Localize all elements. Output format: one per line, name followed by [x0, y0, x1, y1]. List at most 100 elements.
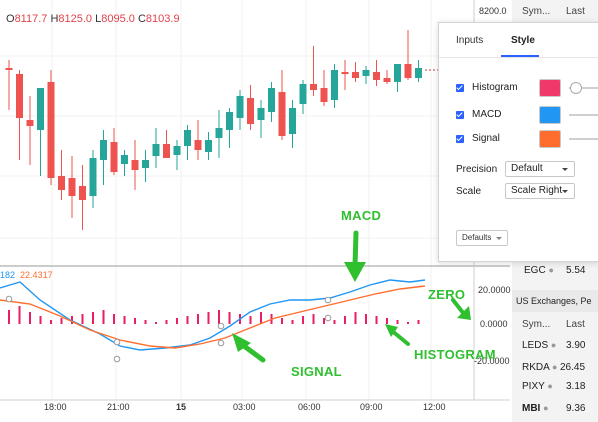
candle-body [415, 68, 422, 78]
candle-body [299, 84, 307, 104]
watchlist-header2-symbol[interactable]: Sym... [522, 319, 551, 330]
candle-body [383, 78, 391, 82]
chevron-down-icon [562, 190, 568, 193]
candle-body [362, 70, 370, 76]
watchlist-section-header [512, 290, 598, 312]
candle-body [289, 108, 296, 134]
macd-checkbox[interactable] [456, 111, 464, 119]
histogram-opacity-slider[interactable] [569, 87, 598, 89]
price-axis-label: 8200.0 [479, 6, 507, 16]
cross-marker [217, 339, 225, 347]
candle-body [110, 142, 118, 172]
watchlist-last: 9.36 [566, 403, 586, 414]
indicator-axis-label: 0.0000 [480, 319, 508, 329]
watchlist-row[interactable]: EGC ● [524, 265, 554, 276]
histogram-checkbox[interactable] [456, 84, 464, 92]
time-axis-label: 09:00 [360, 402, 383, 412]
histogram-label: Histogram [472, 82, 518, 93]
candle-body [163, 144, 170, 158]
time-axis-label: 03:00 [233, 402, 256, 412]
macd-color-swatch[interactable] [539, 106, 561, 124]
candle-body [257, 108, 265, 120]
signal-color-swatch[interactable] [539, 130, 561, 148]
histogram-slider-knob[interactable] [570, 82, 582, 94]
cross-markers [5, 295, 332, 363]
candle-body [215, 128, 223, 138]
open-key: O [6, 13, 15, 25]
candle-body [173, 146, 181, 155]
watchlist-row[interactable]: PIXY ● [522, 381, 553, 392]
watchlist-header-symbol[interactable]: Sym... [522, 6, 551, 17]
watchlist-symbol: LEDS [522, 340, 549, 351]
candle-body [37, 88, 44, 130]
precision-select[interactable]: Default [505, 161, 575, 177]
candle-body [79, 186, 86, 200]
candle-body [89, 158, 97, 196]
chevron-down-icon [496, 237, 502, 240]
signal-line [0, 285, 426, 349]
macd-width-slider[interactable] [569, 114, 598, 116]
time-axis-label: 12:00 [423, 402, 446, 412]
histogram-series [8, 306, 420, 324]
watchlist-section-title[interactable]: US Exchanges, Pe [516, 296, 592, 306]
macd-label: MACD [472, 109, 502, 120]
indicator-settings-dialog: Inputs Style Histogram MACD Signal Preci… [438, 22, 598, 262]
signal-annotation: SIGNAL [291, 364, 342, 379]
histogram-color-swatch[interactable] [539, 79, 561, 97]
signal-legend-value: 22.4317 [20, 270, 53, 280]
low-value: 8095.0 [101, 13, 135, 25]
close-value: 8103.9 [145, 13, 180, 25]
close-key: C [137, 13, 146, 25]
watchlist-symbol: PIXY [522, 381, 545, 392]
watchlist-last: 3.18 [566, 381, 586, 392]
signal-checkbox[interactable] [456, 135, 464, 143]
chevron-down-icon [562, 168, 568, 171]
indicator-legend: 182 22.4317 [0, 270, 53, 280]
tabs-divider [439, 57, 598, 58]
watchlist-last: 3.90 [566, 340, 586, 351]
time-axis-label: 06:00 [298, 402, 321, 412]
candle-body [131, 160, 139, 170]
macd-arrow [344, 230, 366, 282]
candle-body [194, 140, 202, 150]
candle-body [331, 70, 338, 100]
histogram-arrow [385, 324, 410, 346]
candle-body [320, 88, 328, 102]
candle-body [47, 82, 55, 178]
defaults-button[interactable]: Defaults [456, 230, 508, 246]
candle-body [247, 98, 254, 124]
cross-marker [324, 314, 332, 322]
indicator-axis-label: 20.0000 [478, 285, 511, 295]
watchlist-row[interactable]: RKDA ● [522, 362, 558, 373]
watchlist-header-last[interactable]: Last [566, 6, 585, 17]
cross-marker [324, 296, 332, 304]
candle-body [268, 88, 275, 112]
candle-body [310, 84, 317, 90]
watchlist-header2-last[interactable]: Last [566, 319, 585, 330]
signal-width-slider[interactable] [569, 138, 598, 140]
candle-body [184, 130, 191, 146]
watchlist-row[interactable]: LEDS ● [522, 340, 557, 351]
tab-inputs[interactable]: Inputs [456, 35, 484, 46]
open-value: 8117.7 [14, 13, 48, 25]
zero-annotation: ZERO [428, 287, 466, 302]
signal-label: Signal [472, 133, 500, 144]
macd-annotation: MACD [341, 208, 382, 223]
candle-body [226, 112, 233, 130]
indicator-axis-label: -20.0000 [474, 356, 510, 366]
watchlist-row[interactable]: MBI ● [522, 403, 549, 414]
zero-arrow [451, 298, 471, 320]
cross-marker [113, 338, 121, 346]
defaults-button-label: Defaults [462, 233, 492, 242]
time-axis-label: 18:00 [44, 402, 67, 412]
scale-select[interactable]: Scale Right [505, 183, 575, 199]
cross-marker [217, 322, 225, 330]
watchlist-last: 26.45 [560, 362, 586, 373]
candle-body [352, 72, 359, 78]
scale-label: Scale [456, 186, 482, 197]
tab-style[interactable]: Style [511, 35, 535, 46]
candle-body [121, 155, 128, 164]
scale-value: Scale Right [511, 185, 563, 196]
watchlist-symbol: MBI [522, 403, 541, 414]
